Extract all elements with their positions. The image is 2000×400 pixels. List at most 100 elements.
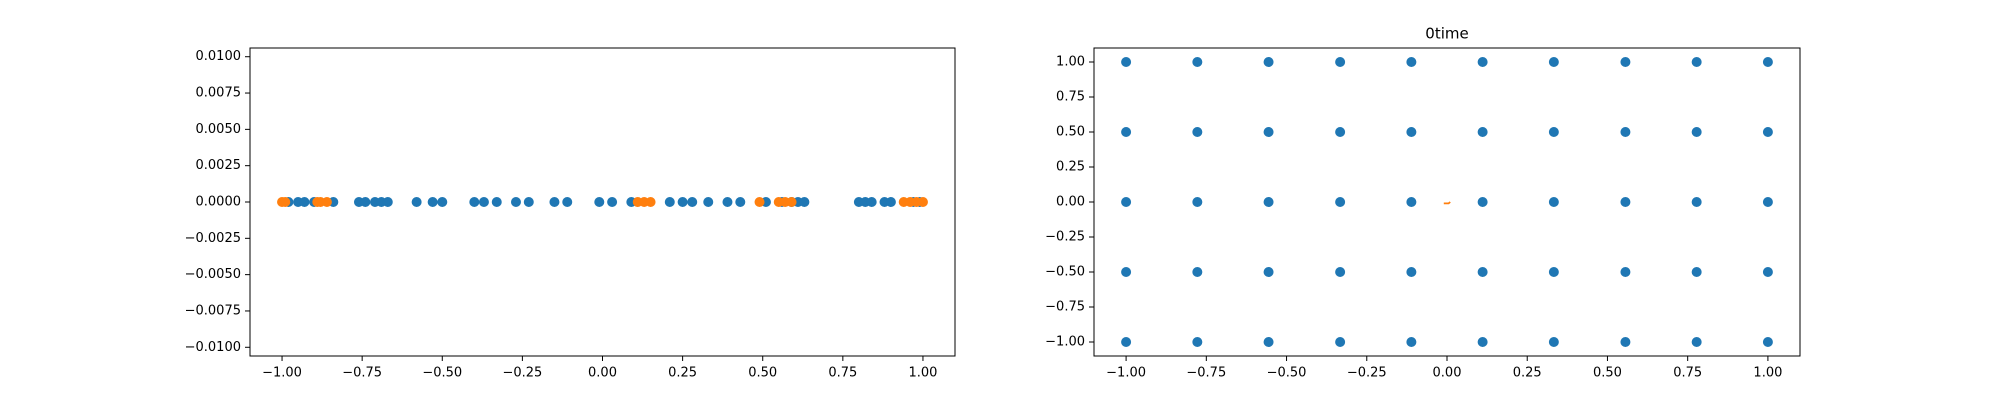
point xyxy=(1121,197,1132,207)
x-tick-label: 0.00 xyxy=(1433,366,1462,381)
point xyxy=(1121,127,1132,137)
point xyxy=(735,197,746,207)
x-tick-label: −1.00 xyxy=(262,366,302,381)
point xyxy=(1477,267,1488,277)
x-tick-label: 1.00 xyxy=(908,366,937,381)
point xyxy=(1263,197,1274,207)
point xyxy=(562,197,573,207)
y-tick-label: 0.50 xyxy=(1056,125,1085,140)
point xyxy=(1406,197,1417,207)
point xyxy=(1691,57,1702,67)
y-tick-label: −0.0075 xyxy=(185,303,241,318)
point xyxy=(1406,127,1417,137)
point xyxy=(1192,267,1203,277)
point xyxy=(427,197,438,207)
point xyxy=(299,197,310,207)
point xyxy=(1477,197,1488,207)
point xyxy=(1477,57,1488,67)
x-tick-label: −0.50 xyxy=(422,366,462,381)
x-tick-label: 0.75 xyxy=(828,366,857,381)
point xyxy=(786,197,797,207)
point xyxy=(722,197,733,207)
point xyxy=(469,197,480,207)
chart-title: 0time xyxy=(1425,25,1468,43)
y-tick-label: −1.00 xyxy=(1045,335,1085,350)
point xyxy=(1620,267,1631,277)
y-tick-label: 0.0075 xyxy=(196,86,242,101)
point xyxy=(1192,197,1203,207)
point xyxy=(1335,57,1346,67)
point xyxy=(382,197,393,207)
point xyxy=(594,197,605,207)
point xyxy=(1620,127,1631,137)
point xyxy=(1762,337,1773,347)
point xyxy=(549,197,560,207)
x-tick-label: −0.25 xyxy=(1347,366,1387,381)
point xyxy=(677,197,688,207)
point xyxy=(1620,337,1631,347)
x-tick-label: 0.75 xyxy=(1673,366,1702,381)
point xyxy=(321,197,332,207)
point xyxy=(1691,337,1702,347)
point xyxy=(523,197,534,207)
point xyxy=(1406,57,1417,67)
y-tick-label: −0.25 xyxy=(1045,230,1085,245)
y-tick-label: 0.00 xyxy=(1056,195,1085,210)
point xyxy=(1620,57,1631,67)
point xyxy=(1548,197,1559,207)
point xyxy=(1335,127,1346,137)
x-tick-label: −0.50 xyxy=(1267,366,1307,381)
point xyxy=(866,197,877,207)
point xyxy=(703,197,714,207)
point xyxy=(1477,337,1488,347)
y-tick-label: 0.0100 xyxy=(196,49,242,64)
point xyxy=(1762,127,1773,137)
y-tick-label: 0.0050 xyxy=(196,122,242,137)
x-tick-label: 0.50 xyxy=(1593,366,1622,381)
point xyxy=(1548,57,1559,67)
point xyxy=(664,197,675,207)
point xyxy=(1263,337,1274,347)
point xyxy=(1620,197,1631,207)
point xyxy=(360,197,371,207)
y-tick-label: −0.0100 xyxy=(185,340,241,355)
point xyxy=(510,197,521,207)
x-tick-label: −0.75 xyxy=(342,366,382,381)
point xyxy=(1263,127,1274,137)
point xyxy=(1691,197,1702,207)
point xyxy=(411,197,422,207)
y-tick-label: −0.0050 xyxy=(185,267,241,282)
point xyxy=(1691,267,1702,277)
point xyxy=(1548,127,1559,137)
x-tick-label: −1.00 xyxy=(1106,366,1146,381)
point xyxy=(1406,267,1417,277)
point xyxy=(491,197,502,207)
x-tick-label: −0.25 xyxy=(502,366,542,381)
point xyxy=(607,197,618,207)
series-line xyxy=(1443,201,1451,205)
point xyxy=(1263,267,1274,277)
point xyxy=(478,197,489,207)
point xyxy=(885,197,896,207)
x-tick-label: 1.00 xyxy=(1753,366,1782,381)
point xyxy=(1477,127,1488,137)
point xyxy=(1121,57,1132,67)
point xyxy=(799,197,810,207)
x-tick-label: 0.25 xyxy=(668,366,697,381)
point xyxy=(1548,337,1559,347)
point xyxy=(1192,337,1203,347)
y-tick-label: 1.00 xyxy=(1056,55,1085,70)
point xyxy=(1762,267,1773,277)
point xyxy=(1548,267,1559,277)
y-tick-label: 0.75 xyxy=(1056,90,1085,105)
x-tick-label: −0.75 xyxy=(1186,366,1226,381)
point xyxy=(1691,127,1702,137)
x-tick-label: 0.50 xyxy=(748,366,777,381)
point xyxy=(1335,197,1346,207)
y-tick-label: −0.50 xyxy=(1045,265,1085,280)
point xyxy=(645,197,656,207)
point xyxy=(917,197,928,207)
point xyxy=(1263,57,1274,67)
y-tick-label: −0.75 xyxy=(1045,300,1085,315)
